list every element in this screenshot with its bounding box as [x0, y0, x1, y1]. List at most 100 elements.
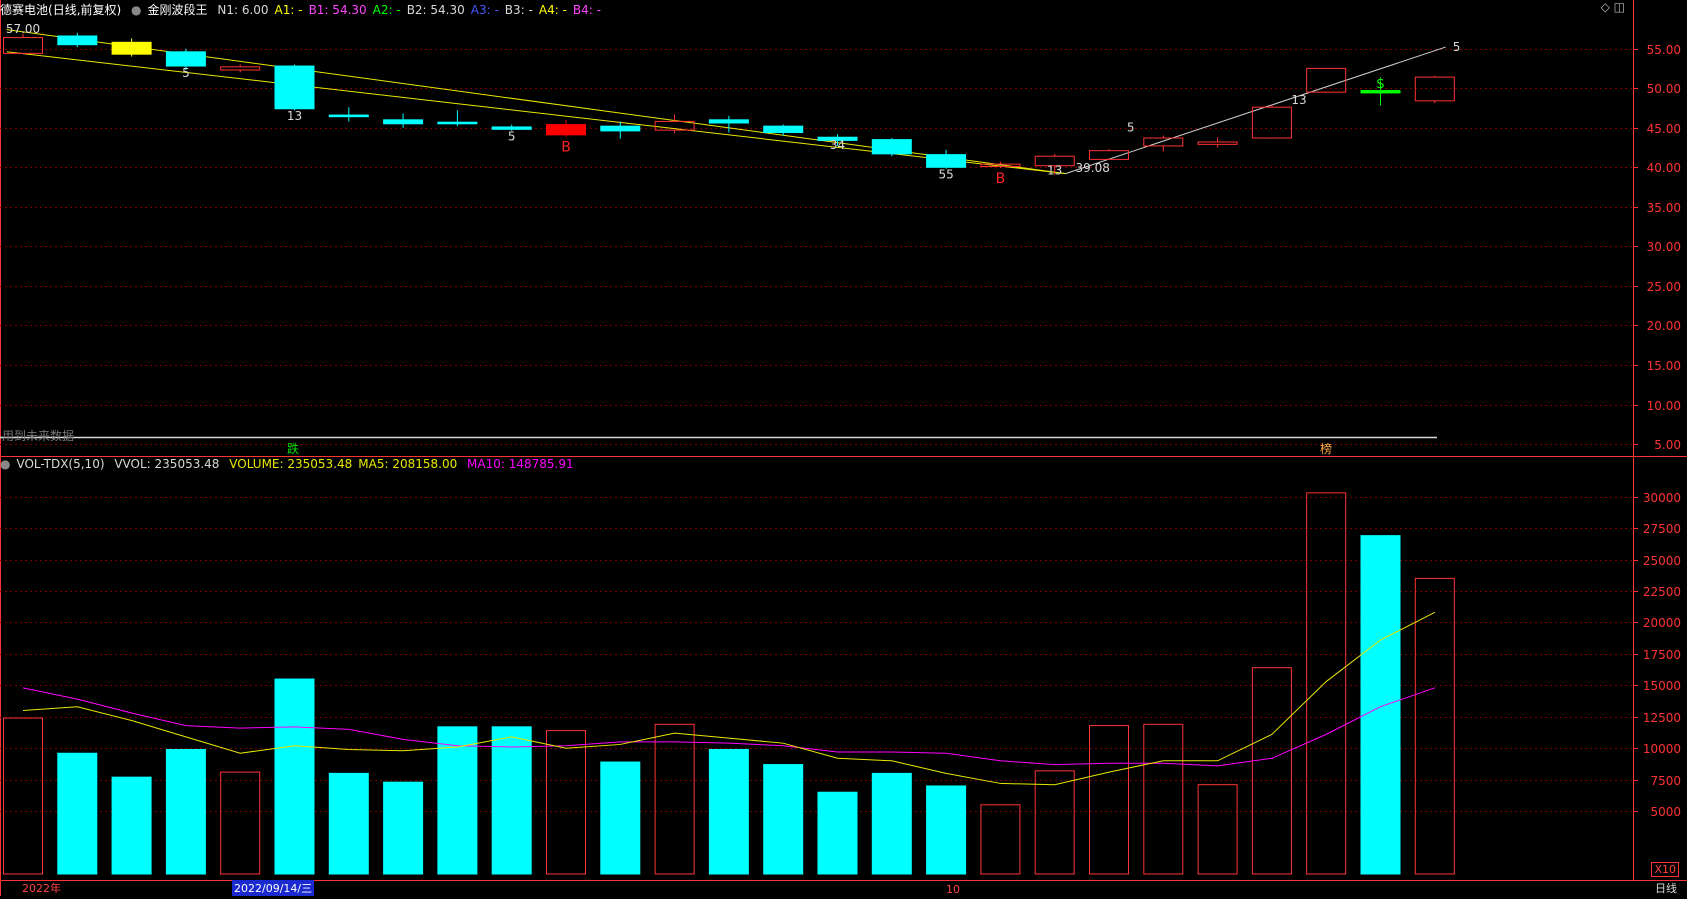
vvol-value: VVOL: 235053.48 [114, 457, 220, 471]
price-tick-label: 15.00 [1646, 358, 1681, 373]
candle-body [926, 154, 967, 168]
candle-body [1360, 90, 1401, 94]
candle-body [220, 66, 261, 71]
chart-annotation: B [561, 139, 571, 155]
price-tick-label: 20.00 [1646, 318, 1681, 333]
candle-body [1089, 150, 1129, 160]
candle-body [871, 139, 912, 155]
volume-indicator-name[interactable]: VOL-TDX(5,10) [16, 457, 105, 471]
candle-body [383, 119, 424, 125]
expand-icon[interactable]: ◫ [1613, 0, 1625, 14]
candle-body [57, 35, 98, 46]
indicator-param: B2: 54.30 [406, 3, 465, 17]
chart-annotation: 5 [1127, 121, 1135, 135]
volume-tick-label: 12500 [1642, 710, 1681, 725]
diamond-icon[interactable]: ◇ [1600, 0, 1610, 14]
volume-bar [817, 791, 858, 875]
volume-bar [1089, 725, 1129, 875]
volume-tick-label: 25000 [1642, 553, 1681, 568]
candle-body [328, 114, 369, 118]
volume-bar [1034, 770, 1075, 875]
candle-body [3, 37, 43, 54]
volume-tick-label: 30000 [1642, 490, 1681, 505]
candle-body [491, 126, 532, 130]
stock-name[interactable]: 德赛电池 [0, 3, 49, 17]
indicator-param: B1: 54.30 [308, 3, 367, 17]
signal-top-label: 榜 [1320, 442, 1333, 456]
candle-body [600, 125, 641, 132]
volume-bar [871, 772, 912, 875]
chart-annotation: 39.08 [1076, 161, 1110, 175]
chart-annotation: 5 [1453, 40, 1461, 54]
trend-line [6, 51, 1066, 175]
window-controls: ◇ ◫ [1601, 0, 1625, 14]
volume-bar [1414, 577, 1455, 875]
signal-down-label: 跌 [287, 442, 300, 456]
volume-bar [546, 730, 586, 875]
volume-bar [1143, 723, 1184, 875]
volume-header: ● VOL-TDX(5,10) VVOL: 235053.48 VOLUME: 2… [0, 457, 580, 471]
price-header: 德赛电池(日线,前复权) ● 金刚波段王 N1: 6.00 A1: - B1: 54.… [0, 1, 613, 18]
ma10-line [22, 687, 1435, 767]
indicator-param: A4: - [538, 3, 567, 17]
indicator-bullet-icon[interactable]: ● [131, 3, 142, 17]
ma5-value: MA5: 208158.00 [358, 457, 458, 471]
volume-bar [926, 785, 967, 875]
volume-bar [165, 748, 206, 875]
candle-body [980, 163, 1021, 167]
chart-annotation: 34 [830, 138, 845, 152]
candle-body [1251, 106, 1292, 139]
indicator-param: A2: - [372, 3, 401, 17]
candle-body [437, 121, 478, 125]
volume-bar [274, 678, 315, 875]
year-label: 2022年 [22, 882, 61, 895]
volume-bar [1360, 535, 1401, 875]
future-data-notice: 用到未来数据 [2, 429, 75, 443]
candle-body [165, 51, 206, 67]
volume-bar [3, 717, 43, 875]
candle-body [1414, 76, 1455, 102]
chart-annotation: 13 [1291, 93, 1306, 107]
chart-annotation: 57.00 [6, 22, 40, 36]
chart-annotation: 5 [508, 129, 516, 143]
volume-bar [980, 804, 1021, 875]
period-label[interactable]: 日线 [1655, 882, 1677, 895]
candle-body [1143, 137, 1184, 147]
price-tick-label: 25.00 [1646, 279, 1681, 294]
indicator-bullet-icon[interactable]: ● [0, 457, 11, 471]
indicator-params: N1: 6.00 A1: - B1: 54.30 A2: - B2: 54.30 A3: … [217, 3, 607, 17]
candle-body [763, 125, 804, 133]
cursor-date-label: 2022/09/14/三 [232, 880, 315, 896]
candle-body [274, 65, 315, 110]
volume-bar [491, 726, 532, 875]
volume-tick-label: 17500 [1642, 647, 1681, 662]
candle-body [654, 120, 695, 131]
volume-bar [328, 772, 369, 875]
volume-tick-label: 22500 [1642, 584, 1681, 599]
indicator-param: N1: 6.00 [217, 3, 269, 17]
indicator-param: A1: - [274, 3, 303, 17]
month-label: 10 [946, 883, 960, 896]
candle-body [1197, 141, 1238, 145]
volume-value: VOLUME: 235053.48 [229, 457, 353, 471]
volume-bar [600, 761, 641, 875]
unit-box: X10 [1651, 862, 1679, 877]
volume-bar [708, 748, 749, 875]
indicator-name[interactable]: 金刚波段王 [147, 3, 208, 17]
volume-tick-label: 10000 [1642, 741, 1681, 756]
volume-bar [111, 776, 152, 875]
candle-body [1034, 155, 1075, 167]
volume-tick-label: 20000 [1642, 615, 1681, 630]
candle-body [817, 136, 858, 141]
volume-tick-label: 15000 [1642, 678, 1681, 693]
chart-annotation: 5 [182, 66, 190, 80]
chart-annotation: $ [1376, 76, 1385, 92]
chart-annotation: 13 [287, 109, 302, 123]
volume-tick-label: 7500 [1650, 773, 1681, 788]
trend-line [1065, 46, 1446, 175]
price-tick-label: 35.00 [1646, 200, 1681, 215]
price-tick-label: 5.00 [1654, 437, 1681, 452]
price-tick-label: 30.00 [1646, 239, 1681, 254]
